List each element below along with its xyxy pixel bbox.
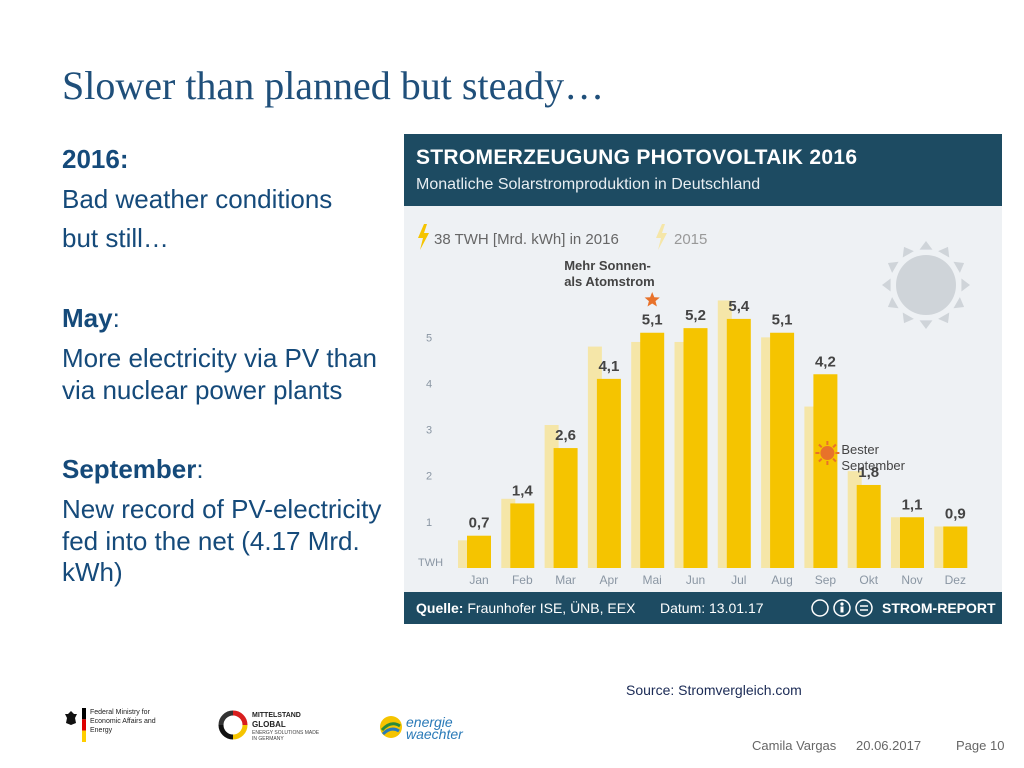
data-label-apr: 4,1 (598, 358, 619, 375)
nd-icon (855, 599, 873, 617)
chart-source-value: Fraunhofer ISE, ÜNB, EEX (467, 600, 636, 616)
annotation-sep-line2: September (841, 458, 905, 473)
bolt-icon-2015 (656, 224, 667, 250)
may-heading: May (62, 303, 113, 334)
data-label-aug: 5,1 (772, 312, 793, 329)
but-still-line: but still… (62, 223, 169, 254)
bar-2016-jul (726, 318, 751, 568)
sep-colon: : (196, 454, 204, 485)
legend-2016: 38 TWH [Mrd. kWh] in 2016 (434, 231, 619, 248)
bar-2016-sep (813, 374, 838, 568)
cc-icon (811, 599, 829, 617)
sep-heading: September (62, 454, 197, 485)
legend-2015: 2015 (674, 231, 707, 248)
sun-icon (882, 241, 970, 329)
pv-chart: STROMERZEUGUNG PHOTOVOLTAIK 2016 Monatli… (404, 134, 1002, 624)
chart-subtitle: Monatliche Solarstromproduktion in Deuts… (416, 176, 761, 193)
bmwi-text: Federal Ministry for Economic Affairs an… (90, 709, 156, 734)
may-colon: : (112, 303, 120, 334)
y-tick-label-2: 2 (426, 471, 432, 483)
sep-text: New record of PV-electricity fed into th… (62, 494, 382, 588)
eagle-icon (65, 711, 77, 725)
may-heading-line: May: (62, 303, 382, 335)
energy-solutions-text: ENERGY SOLUTIONS MADE IN GERMANY (252, 730, 320, 742)
data-label-nov: 1,1 (902, 496, 923, 513)
small-sun-icon (815, 441, 840, 465)
data-label-okt: 1,8 (858, 464, 879, 481)
x-tick-label-apr: Apr (600, 573, 619, 587)
annotation-sep-line1: Bester (841, 442, 879, 457)
x-tick-label-dez: Dez (945, 573, 966, 587)
bar-2016-jan (467, 535, 491, 568)
bar-2016-jun (683, 328, 708, 568)
by-icon (833, 599, 851, 617)
data-label-jan: 0,7 (469, 515, 490, 532)
energie-waechter-logo: energie waechter (378, 710, 478, 744)
y-tick-label-3: 3 (426, 425, 432, 437)
bar-2016-aug (770, 332, 795, 568)
bar-2016-apr (596, 378, 621, 568)
y-tick-label-1: 1 (426, 517, 432, 529)
chart-title: STROMERZEUGUNG PHOTOVOLTAIK 2016 (416, 146, 858, 169)
bar-2016-dez (943, 526, 968, 568)
ring-icon (218, 710, 248, 740)
x-tick-label-okt: Okt (859, 573, 878, 587)
chart-plot: 1 2 3 4 5 TWH 0,7 Jan 1,4 Feb 2,6 Mar 4,1 Apr 5,1 Mai 5,… (418, 224, 970, 587)
annotation-mai-line2: als Atomstrom (564, 274, 655, 289)
data-label-dez: 0,9 (945, 505, 966, 522)
energie-text: energie (406, 714, 453, 730)
footer-page: Page 10 (956, 738, 1005, 753)
data-label-feb: 1,4 (512, 482, 534, 499)
may-text: More electricity via PV than via nuclear… (62, 342, 378, 405)
data-label-jul: 5,4 (728, 298, 750, 315)
footer-date: 20.06.2017 (856, 738, 922, 753)
star-icon (644, 292, 660, 307)
x-tick-label-feb: Feb (512, 573, 533, 587)
x-tick-label-aug: Aug (771, 573, 792, 587)
data-label-jun: 5,2 (685, 307, 706, 324)
chart-brand: STROM-REPORT (882, 600, 996, 616)
energie-swirl-icon (380, 716, 402, 738)
chart-date: Datum: 13.01.17 (660, 600, 764, 616)
left-text-block: 2016: Bad weather conditions but still… … (62, 144, 382, 597)
year-heading: 2016: (62, 144, 129, 174)
slide-title: Slower than planned but steady… (62, 63, 605, 108)
data-label-sep: 4,2 (815, 353, 836, 370)
chart-footer: Quelle: Fraunhofer ISE, ÜNB, EEX Datum: … (404, 592, 1002, 624)
y-tick-label-4: 4 (426, 378, 432, 390)
global-text: GLOBAL (252, 720, 286, 729)
mittelstand-text: MITTELSTAND (252, 712, 301, 719)
bar-2016-mar (553, 448, 578, 568)
bar-2016-mai (640, 332, 665, 568)
x-tick-label-jul: Jul (731, 573, 746, 587)
waechter-text: waechter (406, 726, 463, 742)
x-tick-label-jan: Jan (469, 573, 488, 587)
x-tick-label-jun: Jun (686, 573, 705, 587)
bar-2016-nov (900, 517, 924, 568)
license-icons (811, 599, 873, 617)
sep-heading-line: September: (62, 454, 382, 486)
data-label-mai: 5,1 (642, 312, 663, 329)
bar-2016-feb (510, 503, 535, 568)
chart-header: STROMERZEUGUNG PHOTOVOLTAIK 2016 Monatli… (404, 134, 1002, 206)
bmwi-logo: Federal Ministry for Economic Affairs an… (62, 706, 162, 744)
mittelstand-global-logo: MITTELSTAND GLOBAL ENERGY SOLUTIONS MADE… (218, 708, 328, 744)
bar-2016-okt (856, 484, 881, 568)
x-tick-label-nov: Nov (901, 573, 922, 587)
y-axis-label: TWH (418, 557, 443, 569)
x-tick-label-sep: Sep (815, 573, 837, 587)
weather-line: Bad weather conditions (62, 183, 333, 214)
x-tick-label-mai: Mai (643, 573, 662, 587)
x-tick-label-mar: Mar (555, 573, 576, 587)
footer-author: Camila Vargas (752, 738, 837, 753)
annotation-mai-line1: Mehr Sonnen- (564, 258, 651, 273)
bolt-icon-2016 (418, 224, 429, 250)
data-label-mar: 2,6 (555, 427, 576, 444)
chart-source: Quelle: Fraunhofer ISE, ÜNB, EEX (416, 600, 635, 616)
chart-source-label: Quelle: (416, 600, 464, 616)
source-caption: Source: Stromvergleich.com (626, 682, 802, 698)
german-flag-icon (82, 708, 86, 742)
y-tick-label-5: 5 (426, 332, 432, 344)
